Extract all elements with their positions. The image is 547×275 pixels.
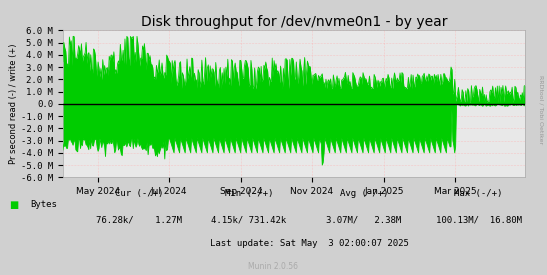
Text: RRDtool / Tobi Oetiker: RRDtool / Tobi Oetiker [538, 75, 543, 145]
Title: Disk throughput for /dev/nvme0n1 - by year: Disk throughput for /dev/nvme0n1 - by ye… [141, 15, 447, 29]
Text: 3.07M/   2.38M: 3.07M/ 2.38M [326, 216, 401, 224]
Text: Last update: Sat May  3 02:00:07 2025: Last update: Sat May 3 02:00:07 2025 [210, 239, 409, 248]
Text: ■: ■ [9, 200, 19, 210]
Text: Min (-/+): Min (-/+) [225, 189, 273, 198]
Text: 76.28k/    1.27M: 76.28k/ 1.27M [96, 216, 183, 224]
Text: Munin 2.0.56: Munin 2.0.56 [248, 262, 299, 271]
Text: Max (-/+): Max (-/+) [455, 189, 503, 198]
Y-axis label: Pr second read (-) / write (+): Pr second read (-) / write (+) [9, 43, 18, 164]
Text: 100.13M/  16.80M: 100.13M/ 16.80M [435, 216, 522, 224]
Text: Bytes: Bytes [30, 200, 57, 209]
Text: Avg (-/+): Avg (-/+) [340, 189, 388, 198]
Text: 4.15k/ 731.42k: 4.15k/ 731.42k [211, 216, 287, 224]
Text: Cur (-/+): Cur (-/+) [115, 189, 164, 198]
